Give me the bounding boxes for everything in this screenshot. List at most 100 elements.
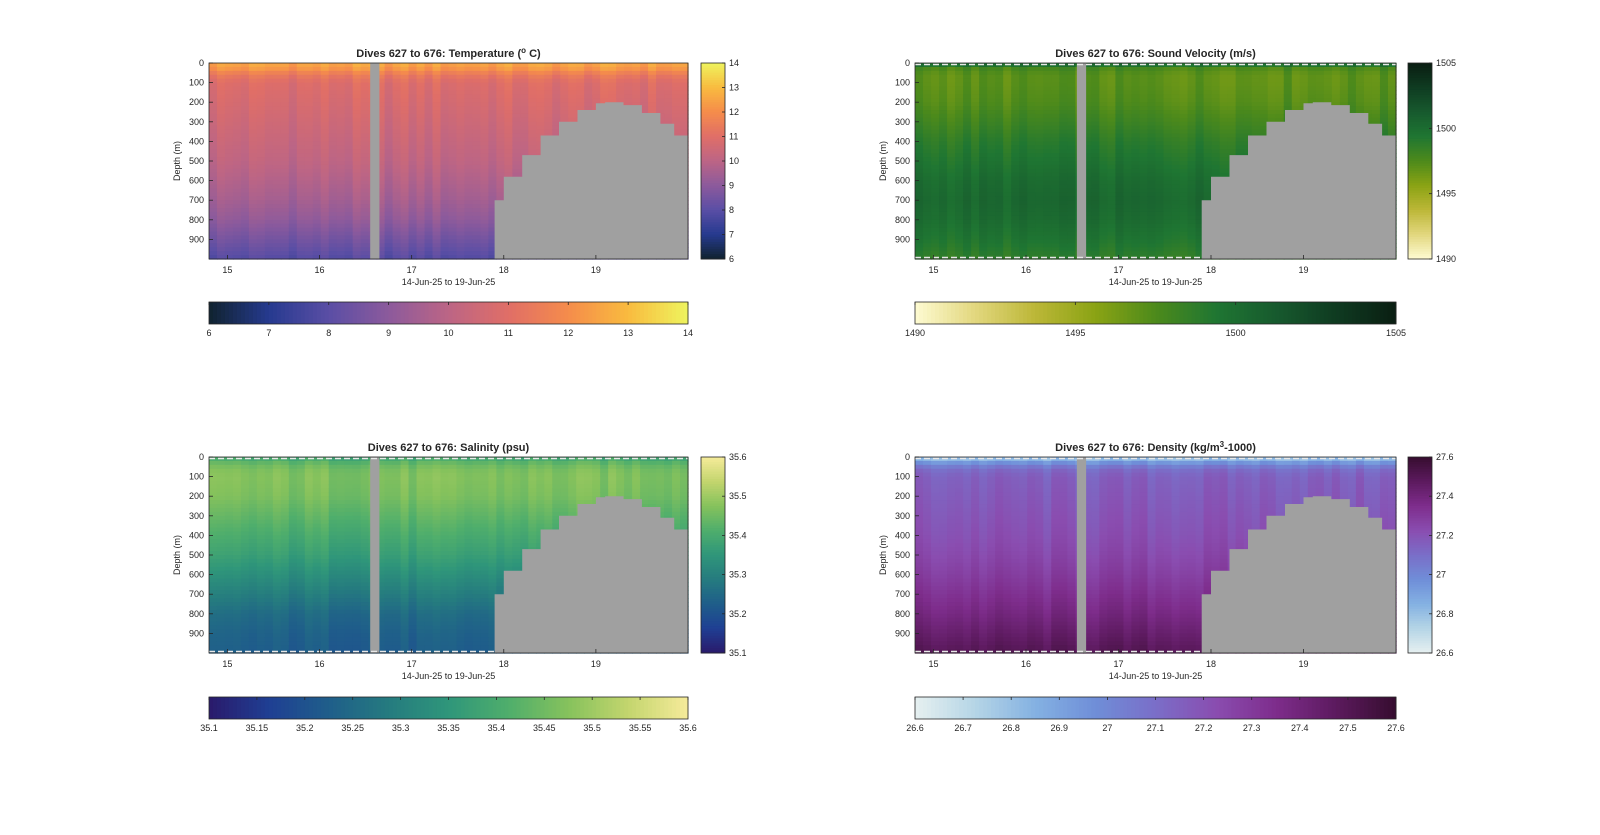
- heatmap-cell: [1180, 79, 1189, 84]
- heatmap-cell: [217, 216, 226, 221]
- heatmap-cell: [979, 177, 988, 182]
- heatmap-cell: [1027, 87, 1036, 92]
- heatmap-cell: [1027, 118, 1036, 123]
- heatmap-cell: [305, 228, 314, 233]
- heatmap-cell: [393, 94, 402, 99]
- heatmap-cell: [923, 118, 932, 123]
- heatmap-cell: [209, 185, 218, 190]
- heatmap-cell: [265, 94, 274, 99]
- heatmap-cell: [1115, 134, 1124, 139]
- heatmap-cell: [417, 232, 426, 237]
- heatmap-cell: [401, 228, 410, 233]
- heatmap-cell: [915, 106, 924, 111]
- heatmap-cell: [329, 149, 338, 154]
- heatmap-cell: [963, 181, 972, 186]
- heatmap-cell: [504, 83, 513, 88]
- colorbar-segment: [536, 302, 540, 324]
- heatmap-cell: [449, 212, 458, 217]
- heatmap-cell: [353, 232, 362, 237]
- colorbar-segment: [620, 302, 624, 324]
- y-axis-label: Depth (m): [172, 141, 182, 181]
- heatmap-cell: [345, 239, 354, 244]
- heatmap-cell: [297, 181, 306, 186]
- heatmap-cell: [1067, 196, 1076, 201]
- colorbar-segment: [560, 302, 564, 324]
- heatmap-cell: [1172, 161, 1181, 166]
- colorbar-tick-label: 14: [729, 58, 739, 68]
- heatmap-cell: [1180, 251, 1189, 256]
- heatmap-cell: [433, 243, 442, 248]
- heatmap-cell: [225, 161, 234, 166]
- heatmap-cell: [345, 137, 354, 142]
- heatmap-cell: [552, 71, 561, 76]
- heatmap-cell: [456, 235, 465, 240]
- heatmap-cell: [480, 67, 489, 72]
- heatmap-cell: [441, 208, 450, 213]
- heatmap-cell: [233, 243, 242, 248]
- heatmap-cell: [393, 161, 402, 166]
- heatmap-cell: [955, 200, 964, 205]
- heatmap-cell: [488, 165, 497, 170]
- heatmap-cell: [480, 161, 489, 166]
- heatmap-cell: [265, 90, 274, 95]
- heatmap-cell: [1131, 192, 1140, 197]
- heatmap-cell: [963, 192, 972, 197]
- heatmap-cell: [449, 145, 458, 150]
- heatmap-cell: [971, 177, 980, 182]
- heatmap-cell: [1131, 239, 1140, 244]
- colorbar-segment: [417, 302, 421, 324]
- heatmap-cell: [217, 67, 226, 72]
- heatmap-cell: [433, 192, 442, 197]
- heatmap-cell: [1011, 200, 1020, 205]
- heatmap-cell: [401, 157, 410, 162]
- heatmap-cell: [472, 235, 481, 240]
- heatmap-cell: [273, 63, 282, 68]
- heatmap-cell: [1147, 102, 1156, 107]
- heatmap-cell: [329, 94, 338, 99]
- heatmap-cell: [329, 67, 338, 72]
- heatmap-cell: [480, 157, 489, 162]
- heatmap-cell: [401, 204, 410, 209]
- heatmap-cell: [1043, 208, 1052, 213]
- heatmap-cell: [979, 157, 988, 162]
- heatmap-cell: [281, 98, 290, 103]
- heatmap-cell: [915, 181, 924, 186]
- heatmap-cell: [1164, 177, 1173, 182]
- heatmap-cell: [939, 220, 948, 225]
- heatmap-cell: [281, 185, 290, 190]
- heatmap-cell: [249, 145, 258, 150]
- heatmap-cell: [955, 118, 964, 123]
- heatmap-cell: [425, 153, 434, 158]
- heatmap-cell: [393, 247, 402, 252]
- heatmap-cell: [433, 137, 442, 142]
- heatmap-cell: [417, 83, 426, 88]
- heatmap-cell: [648, 83, 657, 88]
- heatmap-cell: [480, 134, 489, 139]
- heatmap-cell: [305, 130, 314, 135]
- heatmap-cell: [488, 177, 497, 182]
- heatmap-cell: [1043, 196, 1052, 201]
- heatmap-cell: [289, 141, 298, 146]
- heatmap-cell: [361, 208, 370, 213]
- heatmap-cell: [1180, 235, 1189, 240]
- heatmap-cell: [1115, 157, 1124, 162]
- heatmap-cell: [281, 228, 290, 233]
- heatmap-cell: [281, 220, 290, 225]
- heatmap-cell: [273, 130, 282, 135]
- heatmap-cell: [1107, 98, 1116, 103]
- heatmap-cell: [1139, 130, 1148, 135]
- heatmap-cell: [313, 153, 322, 158]
- heatmap-cell: [337, 87, 346, 92]
- heatmap-cell: [456, 232, 465, 237]
- heatmap-cell: [281, 94, 290, 99]
- heatmap-cell: [345, 185, 354, 190]
- heatmap-cell: [385, 200, 394, 205]
- heatmap-cell: [233, 114, 242, 119]
- heatmap-cell: [273, 114, 282, 119]
- colorbar-segment: [409, 302, 413, 324]
- heatmap-cell: [664, 110, 673, 115]
- heatmap-cell: [963, 90, 972, 95]
- heatmap-cell: [963, 141, 972, 146]
- colorbar-segment: [289, 302, 293, 324]
- heatmap-cell: [265, 196, 274, 201]
